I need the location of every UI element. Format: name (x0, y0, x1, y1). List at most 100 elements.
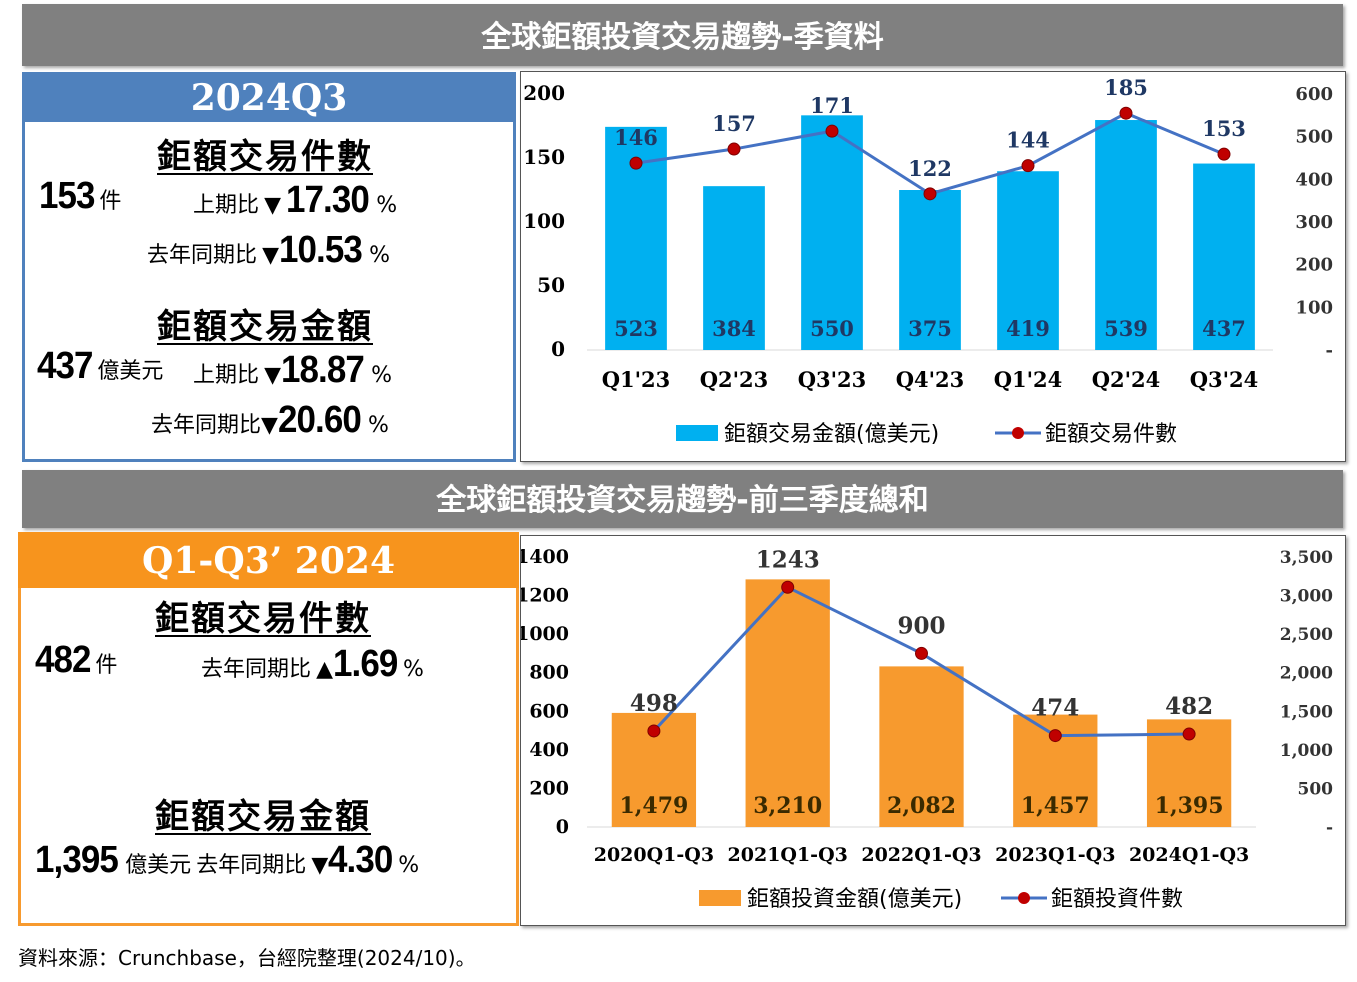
source-note: 資料來源：Crunchbase，台經院整理(2024/10)。 (18, 946, 476, 970)
category-label: 2024Q1-Q3 (1129, 844, 1249, 866)
line-value-label: 900 (897, 612, 945, 639)
line-value-label: 498 (630, 690, 678, 717)
quarterly-chart-box: 0 50 100 150 200 - 100 200 300 400 500 600 523 384 550… (520, 71, 1346, 462)
ytd-banner: 全球鉅額投資交易趨勢-前三季度總和 (22, 470, 1343, 528)
bar-value-label: 437 (1202, 316, 1246, 341)
ytd-amount-yoy-label: 去年同期比 (196, 853, 307, 878)
category-label: Q2'24 (1092, 367, 1161, 392)
category-label: Q3'23 (798, 367, 867, 392)
q3-count-yoy-pct: % (369, 243, 391, 268)
line-point (647, 724, 661, 738)
line-value-label: 153 (1202, 116, 1246, 141)
line-point (825, 124, 839, 138)
ytd-count-yoy-label: 去年同期比 (201, 657, 312, 682)
q3-amount-qoq-pct: % (371, 363, 393, 388)
left-axis-tick-label: 1000 (521, 623, 569, 645)
right-axis-tick-label: 2,000 (1280, 664, 1333, 684)
left-axis-tick-label: 800 (529, 662, 569, 684)
ytd-count-yoy-value: 1.69 (333, 643, 398, 685)
q3-count-yoy-value: 10.53 (279, 229, 363, 271)
line-value-label: 122 (908, 156, 952, 181)
q3-amount-yoy-arrow: ▼ (261, 413, 278, 438)
bar (703, 186, 765, 350)
bar-value-label: 1,479 (619, 793, 688, 819)
ytd-amount-unit: 億美元 (125, 853, 192, 878)
ytd-amount-yoy-value: 4.30 (328, 839, 393, 881)
line-value-label: 474 (1031, 695, 1079, 722)
q3-amount-value: 437 (37, 345, 93, 387)
ytd-chart-box: 0 200 400 600 800 1000 1200 1400 - 500 1,000 1,500 2… (516, 535, 1346, 926)
bar-value-label: 375 (908, 316, 952, 341)
q3-count-yoy: 去年同期比 ▼10.53% (147, 229, 390, 272)
ytd-count-value: 482 (35, 639, 91, 681)
bar (997, 171, 1059, 350)
line-point (1182, 727, 1196, 741)
legend-line-label: 鉅額投資件數 (1051, 887, 1183, 912)
ytd-count-yoy-arrow: ▲ (316, 657, 334, 682)
ytd-count-unit: 件 (95, 653, 118, 678)
category-label: Q1'23 (602, 367, 671, 392)
line-point (727, 142, 741, 156)
q3-count-value: 153 (39, 175, 95, 217)
legend-bar-swatch (676, 425, 718, 441)
q3-amount-qoq-arrow: ▼ (264, 363, 282, 388)
bar (1095, 120, 1157, 350)
line-value-label: 157 (712, 111, 756, 136)
ytd-chart: 0 200 400 600 800 1000 1200 1400 - 500 1,000 1,500 2… (516, 546, 1333, 912)
line-value-label: 1243 (756, 546, 820, 573)
bar (745, 579, 830, 827)
q3-summary-panel: 2024Q3 鉅額交易件數 153 件 上期比 ▼ 17.30% 去年同期比 ▼1… (22, 72, 516, 462)
right-axis-tick-label: - (1326, 340, 1333, 361)
right-axis-tick-label: - (1326, 818, 1333, 838)
ytd-count-row: 482 件 (35, 639, 117, 682)
legend-line-marker (1018, 892, 1030, 904)
left-axis-tick-label: 1200 (521, 585, 569, 607)
legend-line-label: 鉅額交易件數 (1045, 422, 1177, 447)
right-axis-tick-label: 3,500 (1280, 548, 1333, 568)
ytd-amount-value: 1,395 (35, 839, 119, 881)
category-label: Q2'23 (700, 367, 769, 392)
right-axis-tick-label: 500 (1295, 127, 1333, 148)
category-label: 2021Q1-Q3 (728, 844, 848, 866)
bar-value-label: 550 (810, 316, 854, 341)
q3-count-qoq-value: 17.30 (286, 179, 370, 221)
q3-count-unit: 件 (99, 189, 122, 214)
line-point (1217, 147, 1231, 161)
left-axis-tick-label: 150 (523, 145, 565, 169)
q3-amount-qoq: 上期比 ▼18.87% (193, 349, 392, 392)
line-point (781, 580, 795, 594)
right-axis-tick-label: 200 (1295, 255, 1333, 276)
q3-amount-yoy-label: 去年同期比 (151, 413, 262, 438)
ytd-count-yoy-pct: % (403, 657, 424, 682)
q3-amount-title: 鉅額交易金額 (157, 307, 373, 347)
bar-value-label: 1,395 (1155, 793, 1224, 819)
line-point (1021, 159, 1035, 173)
ytd-amount-yoy-arrow: ▼ (311, 853, 329, 878)
left-axis-tick-label: 0 (551, 337, 565, 361)
left-axis-tick-label: 200 (529, 777, 569, 799)
line-point (1119, 106, 1133, 120)
line-point (923, 187, 937, 201)
line-value-label: 144 (1006, 128, 1050, 153)
left-axis-tick-label: 0 (556, 816, 569, 838)
q3-count-qoq-arrow: ▼ (264, 193, 282, 218)
quarterly-chart: 0 50 100 150 200 - 100 200 300 400 500 600 523 384 550… (523, 75, 1333, 447)
bar-value-label: 1,457 (1021, 793, 1090, 819)
q3-count-qoq-label: 上期比 (193, 193, 260, 218)
left-axis-tick-label: 1400 (521, 546, 569, 568)
category-label: Q4'23 (896, 367, 965, 392)
category-label: Q1'24 (994, 367, 1063, 392)
q3-amount-qoq-label: 上期比 (193, 363, 260, 388)
bar-value-label: 539 (1104, 316, 1148, 341)
left-axis-tick-label: 200 (523, 81, 565, 105)
bar-value-label: 384 (712, 316, 756, 341)
left-axis-tick-label: 600 (529, 700, 569, 722)
bar (801, 115, 863, 350)
category-label: 2020Q1-Q3 (594, 844, 714, 866)
bar-value-label: 523 (614, 316, 658, 341)
q3-count-qoq: 上期比 ▼ 17.30% (193, 179, 397, 222)
legend-line-marker (1012, 427, 1024, 439)
q3-count-row: 153 件 (39, 175, 121, 218)
q3-amount-row: 437 億美元 (37, 345, 163, 388)
bar (879, 666, 964, 827)
